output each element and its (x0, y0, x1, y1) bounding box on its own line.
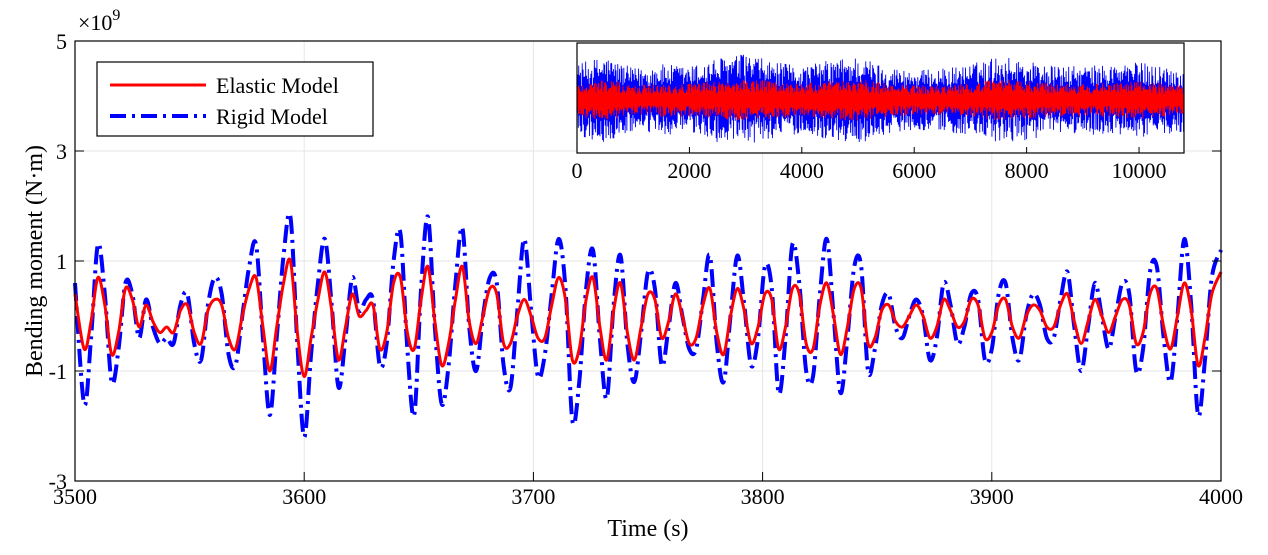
y-tick-label: 1 (56, 249, 67, 274)
inset-x-tick-label: 6000 (892, 158, 936, 183)
y-tick-label: -1 (49, 359, 67, 384)
inset-plot-frame (576, 42, 1185, 154)
exponent-label: ×109 (78, 7, 120, 35)
legend-box (96, 61, 374, 137)
y-axis-title: Bending moment (N·m) (22, 145, 48, 377)
y-tick-label: 5 (56, 29, 67, 54)
inset-series-elastic (576, 79, 1185, 121)
main-ticks: -3 -1 1 3 5 3500 3600 3700 3800 3900 4000 (49, 29, 1243, 509)
inset-ticks: 0 2000 4000 6000 8000 10000 (572, 147, 1167, 183)
inset-plot: 0 2000 4000 6000 8000 10000 (572, 42, 1185, 183)
y-tick-label: 3 (56, 139, 67, 164)
inset-x-tick-label: 4000 (780, 158, 824, 183)
legend: Elastic Model Rigid Model (96, 61, 374, 137)
inset-x-tick-label: 8000 (1005, 158, 1049, 183)
x-tick-label: 3900 (970, 484, 1014, 509)
x-tick-label: 3800 (741, 484, 785, 509)
x-tick-label: 3500 (53, 484, 97, 509)
x-tick-label: 3700 (511, 484, 555, 509)
y-tick-label: -3 (49, 469, 67, 494)
legend-label-rigid: Rigid Model (216, 104, 328, 129)
series-line-elastic (73, 257, 1223, 379)
exponent-power: 9 (112, 7, 120, 24)
x-tick-label: 3600 (282, 484, 326, 509)
exponent-base: ×10 (78, 10, 112, 35)
x-tick-label: 4000 (1199, 484, 1243, 509)
inset-x-tick-label: 10000 (1112, 158, 1167, 183)
main-series-layer (73, 211, 1223, 440)
x-axis-title: Time (s) (607, 516, 688, 542)
legend-label-elastic: Elastic Model (216, 73, 339, 98)
inset-x-tick-label: 0 (572, 158, 583, 183)
inset-x-tick-label: 2000 (667, 158, 711, 183)
inset-series-layer (576, 54, 1185, 143)
